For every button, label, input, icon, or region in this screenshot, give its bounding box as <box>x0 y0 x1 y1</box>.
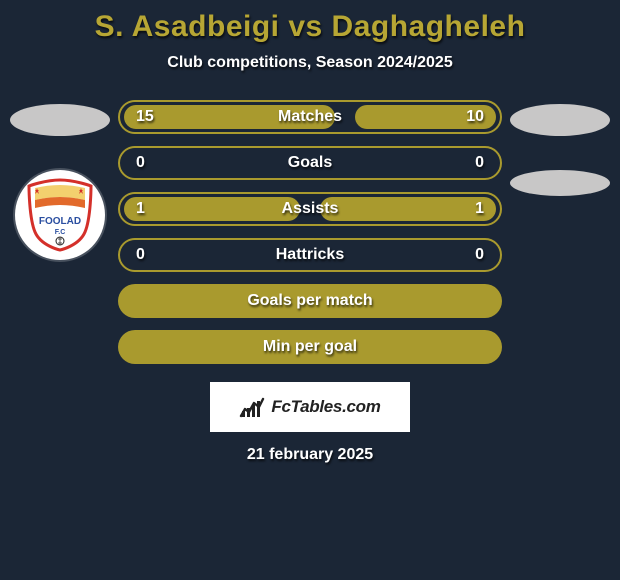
stat-bar-assists: 1 Assists 1 <box>118 192 502 226</box>
svg-text:F.C: F.C <box>55 229 66 236</box>
stat-bar-goals: 0 Goals 0 <box>118 146 502 180</box>
left-team-badge: FOOLAD F.C <box>15 170 105 260</box>
stat-value-right: 0 <box>475 154 484 172</box>
stat-label: Assists <box>282 200 339 218</box>
stat-value-left: 1 <box>136 200 145 218</box>
foolad-crest-icon: FOOLAD F.C <box>25 178 95 252</box>
stat-bar-hattricks: 0 Hattricks 0 <box>118 238 502 272</box>
right-player-photo-placeholder <box>510 104 610 136</box>
left-player-photo-placeholder <box>10 104 110 136</box>
stat-bar-fill-left <box>124 197 300 221</box>
left-player-col: FOOLAD F.C <box>10 100 110 260</box>
infographic-root: S. Asadbeigi vs Daghagheleh Club competi… <box>0 0 620 580</box>
stat-value-left: 15 <box>136 108 154 126</box>
stat-value-left: 0 <box>136 246 145 264</box>
stat-bar-min-per-goal: Min per goal <box>118 330 502 364</box>
stat-bar-fill-right <box>320 197 496 221</box>
stats-bars: 15Matches100Goals01Assists10Hattricks0Go… <box>118 100 502 364</box>
stat-value-right: 10 <box>466 108 484 126</box>
stat-label: Matches <box>278 108 342 126</box>
brand-text: FcTables.com <box>271 397 380 417</box>
page-title: S. Asadbeigi vs Daghagheleh <box>0 0 620 44</box>
brand-chart-icon <box>239 395 265 419</box>
svg-text:FOOLAD: FOOLAD <box>39 216 81 227</box>
stat-value-right: 0 <box>475 246 484 264</box>
right-team-badge-placeholder <box>510 170 610 196</box>
subtitle: Club competitions, Season 2024/2025 <box>0 54 620 72</box>
right-player-col <box>510 100 610 196</box>
main-row: FOOLAD F.C 15Matches100Goals01Assists10H… <box>0 100 620 364</box>
stat-label: Hattricks <box>276 246 344 264</box>
stat-value-left: 0 <box>136 154 145 172</box>
stat-bar-matches: 15 Matches 10 <box>118 100 502 134</box>
date-label: 21 february 2025 <box>0 446 620 464</box>
stat-label: Goals <box>288 154 332 172</box>
brand-box: FcTables.com <box>210 382 410 432</box>
stat-value-right: 1 <box>475 200 484 218</box>
stat-bar-goals-per-match: Goals per match <box>118 284 502 318</box>
